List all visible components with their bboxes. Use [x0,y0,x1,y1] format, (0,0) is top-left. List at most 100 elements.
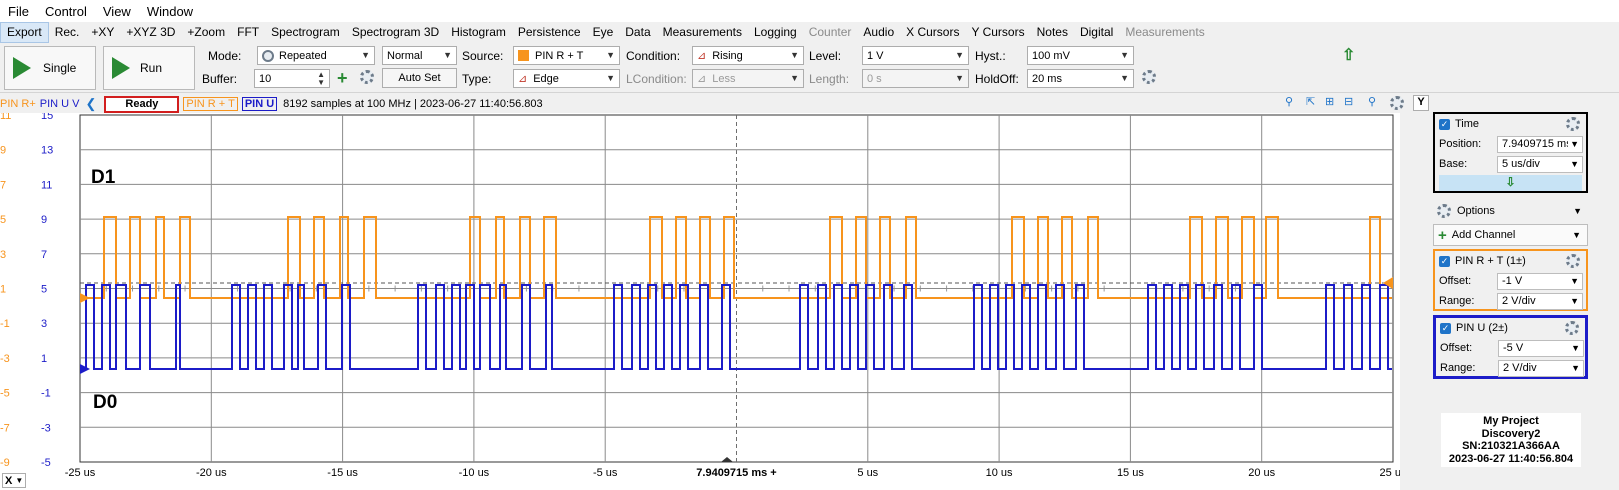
time-tick-label: 10 us [986,467,1013,479]
tab-histogram[interactable]: Histogram [451,25,506,39]
position-label: Position: [1439,138,1482,150]
gear-icon[interactable] [1566,117,1580,131]
tab-notes[interactable]: Notes [1036,25,1068,39]
chevron-down-icon: ▼ [1571,343,1580,353]
play-icon [112,57,130,79]
chevron-down-icon: ▼ [1570,276,1579,286]
tab-audio[interactable]: Audio [863,25,895,39]
tab-rec[interactable]: Rec. [54,25,80,39]
ch2-offset-marker[interactable] [80,364,90,374]
menu-file[interactable]: File [8,3,29,19]
length-input[interactable]: 0 s ▼ [862,69,969,88]
options-row[interactable]: Options ▼ [1433,201,1588,221]
ch2-range-select[interactable]: 2 V/div ▼ [1498,359,1584,377]
channel-2-checkbox[interactable]: ✓ [1440,322,1451,334]
chevron-left-icon[interactable]: ❮ [85,96,97,111]
time-tick-label: 15 us [1117,467,1144,479]
gear-icon[interactable] [1565,321,1579,335]
tab-xyz-3d[interactable]: +XYZ 3D [126,25,176,39]
collapse-time-button[interactable]: ⇩ [1439,175,1582,191]
tab-data[interactable]: Data [625,25,651,39]
gear-icon[interactable] [1390,96,1404,110]
trigger-level-marker[interactable] [1383,277,1393,289]
time-checkbox[interactable]: ✓ [1439,118,1450,130]
menu-view[interactable]: View [102,3,131,19]
tab-counter[interactable]: Counter [808,25,852,39]
scope-plot-area[interactable]: 11 9 7 5 3 1 -1 -3 -5 -7 -9 15 13 11 9 7 5 3 1 -1 -3 -5 -25 u… [0,110,1407,490]
ch2-offset-row: Offset: -5 V ▼ [1436,338,1585,358]
x-axis-button[interactable]: X ▼ [2,473,26,488]
arrow-up-icon[interactable]: ⇧ [1342,47,1356,64]
hyst-input[interactable]: 100 mV ▼ [1027,46,1134,65]
menu-window[interactable]: Window [146,3,194,19]
lcondition-select[interactable]: ⊿ Less ▼ [692,69,804,88]
source-select[interactable]: PIN R + T ▼ [513,46,620,65]
ch2-tick-label: 7 [41,249,47,261]
tab-zoom[interactable]: +Zoom [187,25,226,39]
tab-digital[interactable]: Digital [1079,25,1114,39]
single-button[interactable]: Single [4,46,96,90]
ch1-legend[interactable]: PIN R + T [183,97,238,111]
buffer-stepper[interactable]: 10 ▲ ▼ [254,69,330,88]
tab-spectrogram-3d[interactable]: Spectrogram 3D [351,25,440,39]
condition-select[interactable]: ⊿ Rising ▼ [692,46,804,65]
tab-export[interactable]: Export [0,22,49,43]
tab-logging[interactable]: Logging [754,25,797,39]
mode-label: Mode: [208,49,242,63]
ch2-tick-label: 5 [41,284,47,296]
channel-1-checkbox[interactable]: ✓ [1439,255,1450,267]
spin-arrows-icon[interactable]: ▲ ▼ [317,70,325,87]
ch1-range-select[interactable]: 2 V/div ▼ [1497,292,1583,310]
arrow-down-icon: ⇩ [1505,175,1516,189]
tab-x-cursors[interactable]: X Cursors [906,25,960,39]
tab-xy[interactable]: +XY [91,25,115,39]
gear-icon[interactable] [1142,70,1156,84]
zoom-y-icon[interactable]: ⊟ [1344,96,1354,108]
hyst-label: Hyst.: [975,49,1006,63]
plus-icon[interactable]: + [337,68,348,88]
mode-select[interactable]: Repeated ▼ [257,46,375,65]
auto-set-button[interactable]: Auto Set [382,68,457,88]
chevron-down-icon: ▼ [1570,159,1579,169]
zoom-region-icon[interactable]: ⇱ [1306,96,1316,108]
chevron-down-icon: ▼ [606,73,615,83]
type-label: Type: [462,72,492,86]
type-select[interactable]: ⊿ Edge ▼ [513,69,620,88]
holdoff-input[interactable]: 20 ms ▼ [1027,69,1134,88]
base-select[interactable]: 5 us/div ▼ [1497,155,1583,173]
acquisition-info: 8192 samples at 100 MHz | 2023-06-27 11:… [283,98,543,110]
level-value: 1 V [867,49,884,62]
menu-control[interactable]: Control [44,3,87,19]
chevron-down-icon: ▼ [790,73,799,83]
acquisition-select[interactable]: Normal ▼ [382,46,457,65]
zoom-in-icon[interactable]: ⚲ [1285,96,1294,108]
run-button[interactable]: Run [103,46,195,90]
ch1-range-label: Range: [1439,295,1475,307]
tab-eye[interactable]: Eye [592,25,614,39]
ch2-tick-label: -3 [41,422,51,434]
gear-icon[interactable] [1566,254,1580,268]
ch2-legend[interactable]: PIN U [241,97,278,111]
gear-icon[interactable] [360,70,374,84]
y-axis-button[interactable]: Y [1413,95,1429,111]
tab-y-cursors[interactable]: Y Cursors [971,25,1025,39]
mode-value: Repeated [279,49,327,62]
type-value: Edge [533,72,559,85]
tab-measurements[interactable]: Measurements [662,25,742,39]
condition-label: Condition: [626,49,681,63]
tab-measurements[interactable]: Measurements [1125,25,1205,39]
zoom-x-icon[interactable]: ⊞ [1325,96,1335,108]
trigger-position-marker[interactable] [721,457,733,462]
ch1-offset-marker[interactable] [80,293,90,303]
level-input[interactable]: 1 V ▼ [862,46,969,65]
position-input[interactable]: 7.9409715 ms ▼ [1497,135,1583,153]
ch2-offset-input[interactable]: -5 V ▼ [1498,339,1584,357]
tab-fft[interactable]: FFT [237,25,260,39]
ch1-offset-input[interactable]: -1 V ▼ [1497,272,1583,290]
add-channel-button[interactable]: + Add Channel ▼ [1433,224,1588,246]
ch1-trace [81,216,1392,299]
zoom-out-icon[interactable]: ⚲ [1368,96,1377,108]
tab-spectrogram[interactable]: Spectrogram [271,25,340,39]
tab-persistence[interactable]: Persistence [517,25,581,39]
ch1-tick-label: -5 [0,388,10,400]
